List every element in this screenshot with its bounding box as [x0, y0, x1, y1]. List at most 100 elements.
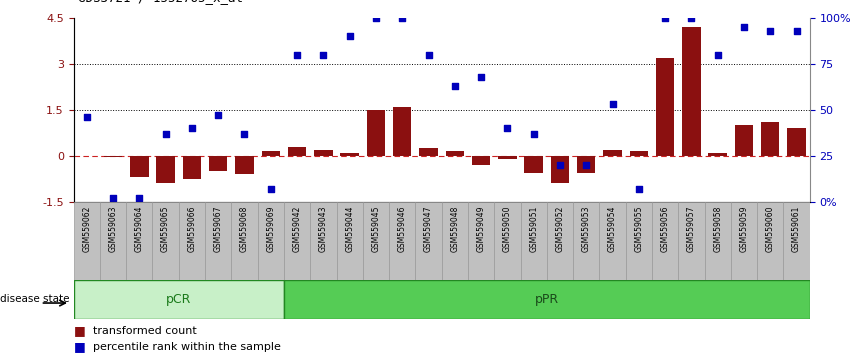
Bar [100, 202, 126, 280]
Bar [630, 151, 648, 156]
Point [316, 52, 330, 57]
Point [579, 162, 593, 168]
Bar [157, 156, 175, 183]
Text: GSM559056: GSM559056 [661, 206, 669, 252]
Bar [363, 202, 389, 280]
Text: GSM559060: GSM559060 [766, 206, 775, 252]
Text: GSM559058: GSM559058 [714, 206, 722, 252]
Text: GSM559067: GSM559067 [214, 206, 223, 252]
Bar [784, 202, 810, 280]
Point [158, 131, 172, 137]
Bar [551, 156, 569, 183]
Text: GSM559054: GSM559054 [608, 206, 617, 252]
Text: GSM559059: GSM559059 [740, 206, 748, 252]
Text: GDS3721 / 1552765_x_at: GDS3721 / 1552765_x_at [78, 0, 243, 4]
Bar [494, 202, 520, 280]
Bar [183, 156, 201, 179]
Text: GSM559065: GSM559065 [161, 206, 170, 252]
Bar [337, 202, 363, 280]
Bar [656, 58, 675, 156]
Bar [498, 156, 517, 159]
Bar [258, 202, 284, 280]
Bar [682, 27, 701, 156]
Bar [525, 156, 543, 173]
Bar [599, 202, 625, 280]
Bar [389, 202, 416, 280]
Point [185, 125, 199, 131]
Text: pPR: pPR [534, 293, 559, 306]
Point [343, 33, 357, 39]
Point [264, 186, 278, 192]
Bar [366, 110, 385, 156]
Bar [577, 156, 596, 173]
Text: GSM559069: GSM559069 [266, 206, 275, 252]
Text: GSM559049: GSM559049 [476, 206, 486, 252]
Point [684, 15, 698, 21]
Text: GSM559068: GSM559068 [240, 206, 249, 252]
Point [632, 186, 646, 192]
Point [658, 15, 672, 21]
Bar [104, 156, 122, 157]
Text: GSM559064: GSM559064 [135, 206, 144, 252]
Bar [708, 153, 727, 156]
Point [290, 52, 304, 57]
Bar [393, 107, 411, 156]
Point [211, 113, 225, 118]
Bar [573, 202, 599, 280]
Point [395, 15, 409, 21]
Text: GSM559042: GSM559042 [293, 206, 301, 252]
Text: transformed count: transformed count [93, 326, 197, 336]
Point [763, 28, 777, 33]
Text: GSM559057: GSM559057 [687, 206, 696, 252]
Bar [787, 128, 805, 156]
Text: GSM559051: GSM559051 [529, 206, 538, 252]
Bar [74, 280, 284, 319]
Point [369, 15, 383, 21]
Bar [705, 202, 731, 280]
Text: pCR: pCR [166, 293, 191, 306]
Text: GSM559044: GSM559044 [346, 206, 354, 252]
Point [107, 195, 120, 201]
Text: GSM559055: GSM559055 [634, 206, 643, 252]
Bar [546, 202, 573, 280]
Text: GSM559043: GSM559043 [319, 206, 328, 252]
Bar [520, 202, 546, 280]
Text: GSM559062: GSM559062 [82, 206, 91, 252]
Point [132, 195, 146, 201]
Point [237, 131, 251, 137]
Bar [262, 151, 280, 156]
Bar [310, 202, 337, 280]
Bar [340, 153, 359, 156]
Text: percentile rank within the sample: percentile rank within the sample [93, 342, 281, 352]
Bar [126, 202, 152, 280]
Bar [130, 156, 149, 177]
Bar [288, 147, 307, 156]
Bar [731, 202, 757, 280]
Bar [236, 156, 254, 174]
Text: GSM559063: GSM559063 [108, 206, 118, 252]
Bar [152, 202, 178, 280]
Text: GSM559053: GSM559053 [582, 206, 591, 252]
Text: GSM559050: GSM559050 [503, 206, 512, 252]
Bar [231, 202, 258, 280]
Bar [446, 151, 464, 156]
Text: GSM559046: GSM559046 [397, 206, 407, 252]
Bar [178, 202, 205, 280]
Bar [74, 202, 100, 280]
Point [711, 52, 725, 57]
Text: GSM559047: GSM559047 [424, 206, 433, 252]
Text: disease state: disease state [0, 294, 69, 304]
Text: GSM559048: GSM559048 [450, 206, 459, 252]
Bar [284, 280, 810, 319]
Bar [625, 202, 652, 280]
Bar [652, 202, 678, 280]
Point [422, 52, 436, 57]
Text: GSM559052: GSM559052 [555, 206, 565, 252]
Bar [734, 125, 753, 156]
Bar [284, 202, 310, 280]
Point [605, 101, 619, 107]
Bar [761, 122, 779, 156]
Text: GSM559061: GSM559061 [792, 206, 801, 252]
Bar [604, 150, 622, 156]
Point [501, 125, 514, 131]
